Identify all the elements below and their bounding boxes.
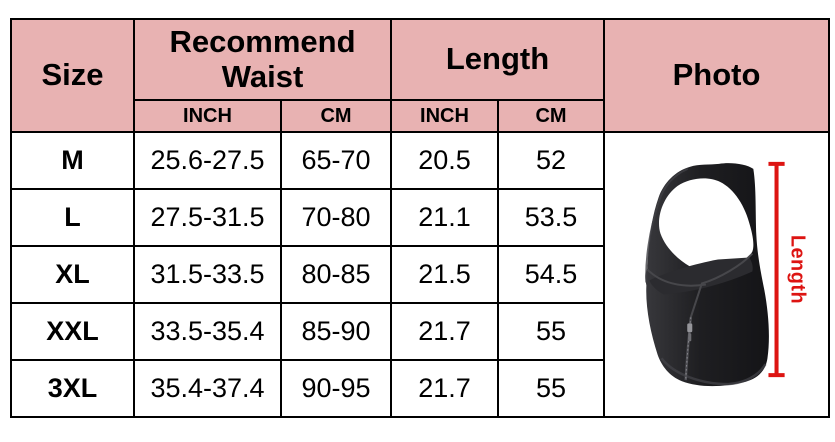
table-row: 3XL 35.4-37.4 90-95 21.7 55 — [10, 359, 829, 418]
waist-inch-cell: 35.4-37.4 — [133, 359, 282, 418]
length-arrow — [768, 161, 785, 378]
table-header: Size Recommend Waist Length Photo INCH C… — [10, 18, 830, 133]
size-cell: XXL — [10, 302, 135, 361]
length-cm-cell: 52 — [497, 131, 605, 190]
length-cm-cell: 55 — [497, 359, 605, 418]
collar-edge — [689, 252, 754, 318]
vest-photo-illustration: Length — [645, 161, 809, 387]
waist-inch-subheader: INCH — [133, 99, 282, 133]
table-row: M 25.6-27.5 65-70 20.5 52 — [10, 131, 830, 418]
waist-inch-cell: 33.5-35.4 — [133, 302, 282, 361]
waist-inch-cell: 25.6-27.5 — [133, 131, 282, 190]
zipper-pull — [688, 333, 692, 342]
length-column-header: Length — [390, 18, 605, 101]
product-photo: Length — [603, 131, 830, 418]
length-cm-cell: 53.5 — [497, 188, 605, 247]
size-chart-table: Size Recommend Waist Length Photo INCH C… — [10, 18, 830, 418]
waist-cm-subheader: CM — [280, 99, 392, 133]
length-cm-cell: 54.5 — [497, 245, 605, 304]
recommend-waist-column-header: Recommend Waist — [133, 18, 392, 101]
waist-inch-cell: 31.5-33.5 — [133, 245, 282, 304]
zipper-slider — [687, 323, 693, 333]
size-cell: XL — [10, 245, 135, 304]
strap-edge-highlight — [645, 167, 689, 283]
waist-cm-cell: 65-70 — [280, 131, 392, 190]
size-cell: L — [10, 188, 135, 247]
length-inch-cell: 21.1 — [390, 188, 499, 247]
recommend-waist-label: Recommend Waist — [169, 24, 356, 94]
waist-cm-cell: 90-95 — [280, 359, 392, 418]
waist-cm-cell: 70-80 — [280, 188, 392, 247]
collar-edge — [646, 268, 707, 287]
length-inch-cell: 20.5 — [390, 131, 499, 190]
table-row: XXL 33.5-35.4 85-90 21.7 55 — [10, 302, 829, 361]
length-inch-cell: 21.7 — [390, 302, 499, 361]
length-cm-cell: 55 — [497, 302, 605, 361]
size-cell: M — [10, 131, 135, 190]
length-cm-subheader: CM — [497, 99, 605, 133]
length-annotation-label: Length — [787, 235, 809, 304]
zipper — [684, 317, 693, 381]
waist-inch-cell: 27.5-31.5 — [133, 188, 282, 247]
photo-column-header: Photo — [603, 18, 830, 133]
size-column-header: Size — [10, 18, 135, 133]
length-inch-cell: 21.7 — [390, 359, 499, 418]
waist-cm-cell: 85-90 — [280, 302, 392, 361]
hem-highlight — [660, 357, 767, 386]
waist-cm-cell: 80-85 — [280, 245, 392, 304]
table-row: L 27.5-31.5 70-80 21.1 53.5 — [10, 188, 829, 247]
size-cell: 3XL — [10, 359, 135, 418]
racerback-cutout — [658, 178, 754, 274]
length-inch-subheader: INCH — [390, 99, 499, 133]
table-row: XL 31.5-33.5 80-85 21.5 54.5 — [10, 245, 829, 304]
length-inch-cell: 21.5 — [390, 245, 499, 304]
